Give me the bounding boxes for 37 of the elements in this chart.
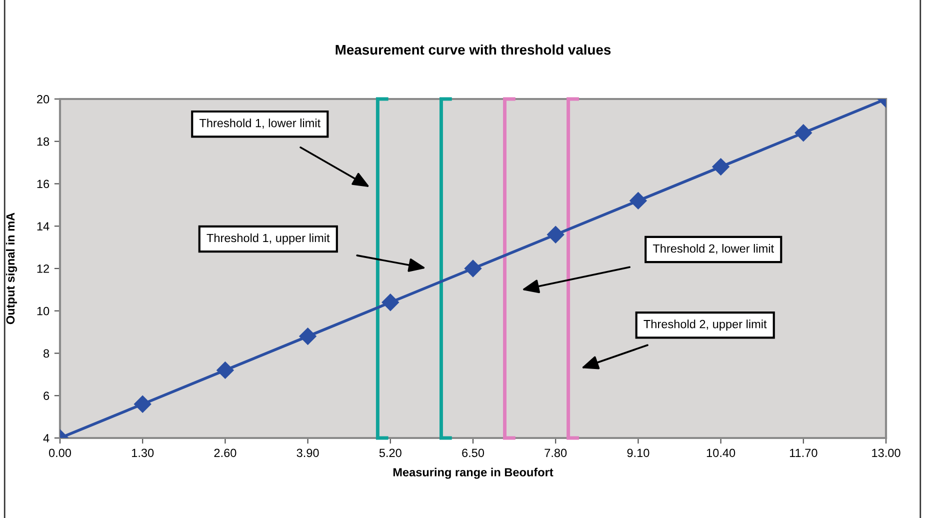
x-axis-title: Measuring range in Beoufort bbox=[393, 468, 554, 479]
point bbox=[712, 158, 730, 176]
point bbox=[299, 328, 316, 345]
y-tick-label: 8 bbox=[44, 349, 50, 358]
y-axis-title: Output signal in mA bbox=[6, 212, 18, 324]
annotation: Threshold 1, lower limit bbox=[199, 118, 320, 129]
annotation: Threshold 1, upper limit bbox=[206, 234, 330, 245]
x-tick-label: 10.40 bbox=[706, 448, 736, 458]
annotation: Threshold 2, lower limit bbox=[652, 244, 774, 254]
point bbox=[794, 124, 812, 142]
point bbox=[134, 396, 152, 413]
y-tick-label: 4 bbox=[43, 434, 50, 442]
point bbox=[630, 192, 647, 210]
y-tick-label: 16 bbox=[37, 180, 50, 188]
x-tick-label: 5.20 bbox=[379, 448, 402, 458]
x-tick-label: 9.10 bbox=[627, 448, 650, 458]
x-tick-label: 3.90 bbox=[296, 448, 319, 458]
point bbox=[464, 260, 482, 278]
point bbox=[382, 294, 399, 311]
x-tick-label: 1.30 bbox=[132, 448, 154, 458]
x-tick-label: 0.00 bbox=[48, 448, 72, 458]
x-tick-label: 2.60 bbox=[214, 448, 236, 458]
y-tick-label: 12 bbox=[37, 264, 49, 273]
x-tick-label: 13.00 bbox=[872, 448, 900, 458]
x-tick-label: 6.50 bbox=[462, 448, 484, 458]
y-tick-label: 14 bbox=[37, 222, 50, 230]
y-tick-label: 6 bbox=[44, 392, 50, 400]
x-tick-label: 11.70 bbox=[790, 448, 818, 458]
y-tick-label: 18 bbox=[37, 137, 50, 146]
x-tick-label: 7.80 bbox=[544, 448, 567, 458]
chart-title: Measurement curve with threshold values bbox=[336, 44, 611, 55]
y-tick-label: 10 bbox=[37, 306, 50, 316]
line-series bbox=[60, 99, 886, 438]
point bbox=[547, 226, 564, 244]
y-tick-label: 20 bbox=[37, 95, 50, 104]
annotation: Threshold 2, upper limit bbox=[644, 320, 767, 331]
point bbox=[216, 362, 234, 379]
